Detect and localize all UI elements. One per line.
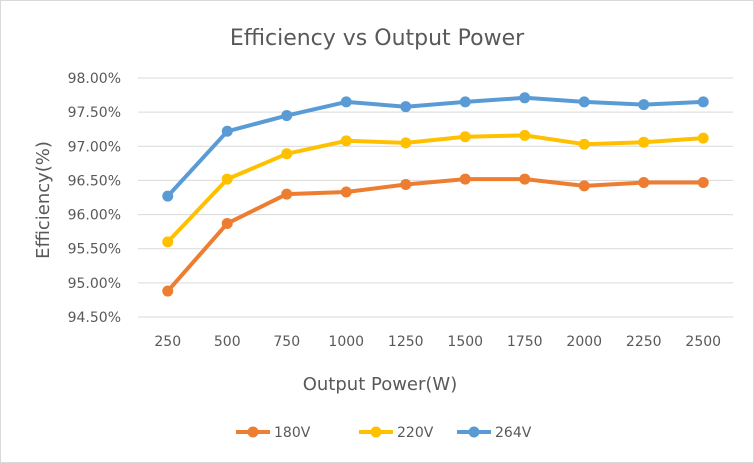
data-point	[281, 110, 293, 122]
legend-item-180V[interactable]: 180V	[236, 425, 311, 441]
series-line	[165, 133, 706, 244]
x-tick-label: 750	[273, 334, 300, 350]
series-group	[162, 92, 709, 297]
x-tick-label: 1000	[328, 334, 364, 350]
data-point	[162, 236, 174, 248]
data-point	[638, 176, 650, 188]
series-line	[165, 95, 706, 199]
data-point	[519, 129, 531, 141]
data-point	[459, 131, 471, 143]
data-point	[400, 179, 412, 191]
x-tick-label: 1750	[507, 334, 543, 350]
data-point	[221, 217, 233, 229]
y-tick-label: 95.00%	[68, 276, 121, 292]
data-point	[638, 99, 650, 111]
x-tick-label: 2250	[626, 334, 662, 350]
series-180V	[162, 173, 709, 297]
data-point	[519, 173, 531, 185]
x-axis-title: Output Power(W)	[303, 374, 458, 395]
y-axis-ticks: 94.50% 95.00% 95.50% 96.00% 96.50% 97.00% 97.5…	[68, 71, 121, 326]
y-tick-label: 97.50%	[68, 105, 121, 121]
data-point	[697, 96, 709, 108]
series-line	[165, 177, 706, 294]
chart-title: Efficiency vs Output Power	[230, 26, 525, 51]
y-tick-label: 94.50%	[68, 310, 121, 326]
x-tick-label: 2000	[566, 334, 602, 350]
data-point	[400, 101, 412, 113]
series-220V	[162, 129, 709, 248]
legend-item-264V[interactable]: 264V	[457, 425, 532, 441]
legend-marker	[247, 426, 259, 438]
data-point	[340, 96, 352, 108]
x-tick-label: 1250	[388, 334, 424, 350]
x-tick-label: 250	[154, 334, 181, 350]
data-point	[281, 188, 293, 200]
data-point	[221, 173, 233, 185]
y-tick-label: 98.00%	[68, 71, 121, 87]
data-point	[221, 125, 233, 137]
legend-item-220V[interactable]: 220V	[359, 425, 434, 441]
x-tick-label: 2500	[685, 334, 721, 350]
data-point	[340, 186, 352, 198]
y-tick-label: 95.50%	[68, 242, 121, 258]
legend-label: 220V	[397, 425, 434, 441]
y-tick-label: 97.00%	[68, 139, 121, 155]
data-point	[697, 132, 709, 144]
data-point	[459, 96, 471, 108]
data-point	[697, 176, 709, 188]
x-tick-label: 500	[214, 334, 241, 350]
data-point	[578, 138, 590, 150]
data-point	[162, 190, 174, 202]
data-point	[519, 92, 531, 104]
data-point	[578, 180, 590, 192]
y-tick-label: 96.50%	[68, 173, 121, 189]
legend-marker	[370, 426, 382, 438]
gridlines	[138, 77, 733, 284]
legend-label: 264V	[495, 425, 532, 441]
series-264V	[162, 92, 709, 202]
data-point	[459, 173, 471, 185]
data-point	[400, 137, 412, 149]
legend-marker	[468, 426, 480, 438]
legend[interactable]: 180V 220V 264V	[236, 425, 532, 441]
x-axis-ticks: 250 500 750 1000 1250 1500 1750 2000 2250 2500	[154, 334, 721, 350]
y-axis-title: Efficiency(%)	[33, 141, 54, 259]
y-tick-label: 96.00%	[68, 208, 121, 224]
data-point	[162, 285, 174, 297]
data-point	[638, 136, 650, 148]
data-point	[340, 135, 352, 147]
legend-label: 180V	[274, 425, 311, 441]
data-point	[281, 148, 293, 160]
data-point	[578, 96, 590, 108]
x-tick-label: 1500	[447, 334, 483, 350]
